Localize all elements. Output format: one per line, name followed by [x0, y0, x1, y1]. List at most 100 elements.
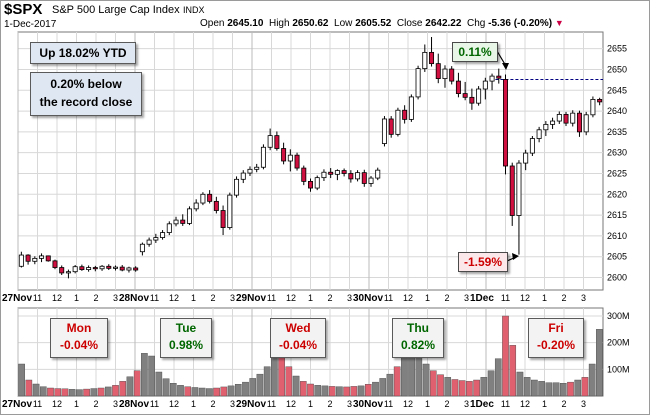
volume-tick-label: 300M	[607, 311, 630, 321]
volume-bar	[25, 379, 33, 397]
candle-down	[388, 118, 394, 135]
volume-bar	[213, 387, 220, 397]
price-x-tick-label: 3	[464, 293, 469, 303]
volume-bar	[574, 379, 582, 397]
price-x-tick-label: 2	[327, 293, 332, 303]
candle-down	[207, 193, 213, 202]
volume-bar	[393, 366, 401, 397]
volume-bar	[357, 385, 365, 397]
candle-up	[482, 80, 488, 90]
candle-up	[254, 166, 260, 170]
low-label: Low	[334, 18, 353, 29]
record-callout-line1: 0.20% below	[50, 77, 122, 91]
volume-bar	[458, 380, 466, 397]
ytd-callout: Up 18.02% YTD	[30, 42, 136, 64]
volume-x-tick-label: 3	[230, 399, 235, 409]
high-value: 2650.62	[292, 18, 329, 29]
candle-down	[503, 79, 508, 167]
volume-bar	[523, 377, 531, 397]
candle-up	[227, 194, 233, 228]
record-callout: 0.20% below the record close	[30, 72, 142, 116]
candle-down	[213, 200, 219, 211]
candle-down	[328, 171, 334, 175]
open-value: 2645.10	[227, 18, 264, 29]
price-tick-label: 2640	[607, 106, 627, 116]
volume-bar	[509, 345, 517, 397]
price-x-tick-label: 12	[52, 293, 62, 303]
volume-bar	[328, 386, 336, 397]
candle-up	[18, 254, 24, 267]
volume-bar	[133, 370, 141, 397]
candle-down	[455, 80, 461, 94]
candle-up	[556, 113, 562, 122]
price-x-tick-label: 27Nov	[2, 293, 32, 304]
volume-bar	[559, 383, 567, 397]
volume-x-tick-label: 12	[52, 399, 62, 409]
price-x-tick-label: 11	[384, 293, 393, 303]
candle-down	[79, 266, 85, 271]
volume-bar	[234, 384, 242, 397]
volume-bar	[177, 385, 184, 397]
volume-bar	[162, 378, 170, 397]
candle-up	[516, 162, 522, 216]
candle-up	[334, 170, 340, 175]
day-name-thu: Thu	[407, 321, 429, 335]
candle-down	[220, 210, 226, 228]
low-arrow-head	[512, 253, 519, 260]
candle-up	[476, 88, 482, 104]
candle-up	[529, 138, 535, 154]
day-pct-tue: 0.98%	[168, 338, 204, 352]
volume-x-tick-label: 12	[169, 399, 179, 409]
price-tick-label: 2615	[607, 210, 627, 220]
price-x-tick-label: 12	[403, 293, 413, 303]
candle-down	[106, 265, 112, 269]
candle-down	[563, 113, 569, 124]
volume-bar	[473, 379, 480, 397]
day-name-fri: Fri	[548, 321, 564, 335]
volume-x-tick-label: 11	[384, 399, 393, 409]
price-x-tick-label: 1	[425, 293, 430, 303]
candle-down	[597, 99, 603, 103]
candle-up	[523, 152, 529, 164]
volume-bar	[545, 382, 553, 397]
volume-bar	[292, 375, 300, 397]
candle-up	[166, 223, 172, 233]
day-name-wed: Wed	[285, 321, 311, 335]
candle-up	[32, 257, 38, 262]
candle-up	[381, 118, 387, 144]
candle-down	[348, 173, 354, 180]
candle-up	[160, 232, 166, 238]
price-x-tick-label: 1Dec	[470, 293, 494, 304]
peak-arrow-head	[502, 63, 509, 70]
price-x-tick-label: 2	[93, 293, 98, 303]
volume-bar	[321, 385, 329, 397]
candle-up	[126, 267, 132, 271]
volume-x-tick-label: 1Dec	[470, 399, 494, 410]
candle-down	[301, 167, 307, 182]
candle-down	[462, 93, 468, 98]
candle-up	[321, 171, 327, 179]
volume-bar	[47, 387, 54, 397]
candle-down	[92, 267, 98, 270]
candle-down	[25, 254, 31, 262]
volume-bar	[538, 381, 545, 397]
volume-x-tick-label: 1	[74, 399, 79, 409]
price-x-tick-label: 3	[347, 293, 352, 303]
volume-bar	[32, 383, 40, 397]
price-x-tick-label: 11	[150, 293, 159, 303]
volume-x-tick-label: 2	[210, 399, 215, 409]
candle-up	[536, 129, 542, 139]
volume-bar	[343, 386, 350, 397]
candle-up	[590, 99, 596, 116]
candle-up	[247, 168, 253, 174]
volume-bar	[18, 363, 25, 397]
volume-bar	[336, 386, 343, 397]
day-box-mon: Mon -0.04%	[50, 318, 108, 358]
volume-bar	[444, 377, 452, 397]
volume-bar	[206, 388, 213, 397]
volume-bar	[494, 358, 502, 397]
close-value: 2642.22	[425, 18, 462, 29]
candle-up	[543, 123, 549, 131]
peak-pct-callout: 0.11%	[452, 42, 498, 62]
